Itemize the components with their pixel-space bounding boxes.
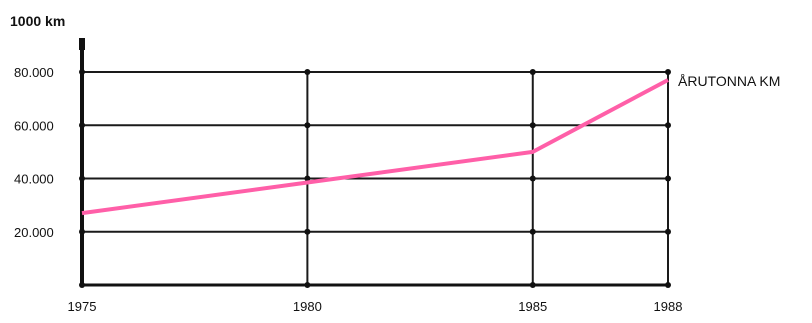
x-tick-label-1: 1980	[293, 299, 322, 314]
grid-node-2-2	[529, 122, 536, 129]
grid-node-1-3	[304, 69, 311, 75]
y-tick-label-0: 20.000	[14, 225, 54, 240]
axes	[79, 38, 668, 287]
series-layer	[81, 78, 669, 216]
grid-node-3-0	[665, 228, 671, 235]
grid-node-1-2	[304, 122, 311, 129]
grid-node-2-3	[529, 69, 536, 75]
y-tick-label-3: 80.000	[14, 65, 54, 80]
tick-labels: 20.000 40.000 60.000 80.000 1975 1980 1985 1988	[14, 65, 682, 314]
x-tick-label-2: 1985	[518, 299, 547, 314]
grid-node-1-0	[304, 228, 311, 235]
grid-node-3-2	[665, 122, 671, 129]
grid	[79, 69, 671, 288]
y-tick-label-1: 40.000	[14, 172, 54, 187]
y-axis-arrow-mark	[79, 38, 85, 50]
grid-node-2-0	[529, 228, 536, 235]
grid-node-3-1	[665, 175, 671, 182]
grid-node-3-3	[665, 69, 671, 75]
grid-node-1-1	[304, 175, 311, 182]
series-label: ÅRUTONNA KM	[678, 73, 780, 89]
y-axis-unit-label: 1000 km	[10, 13, 65, 29]
series-line-0	[81, 78, 669, 216]
x-tick-label-3: 1988	[654, 299, 683, 314]
grid-node-2-1	[529, 175, 536, 182]
x-tick-label-0: 1975	[68, 299, 97, 314]
y-tick-label-2: 60.000	[14, 118, 54, 133]
